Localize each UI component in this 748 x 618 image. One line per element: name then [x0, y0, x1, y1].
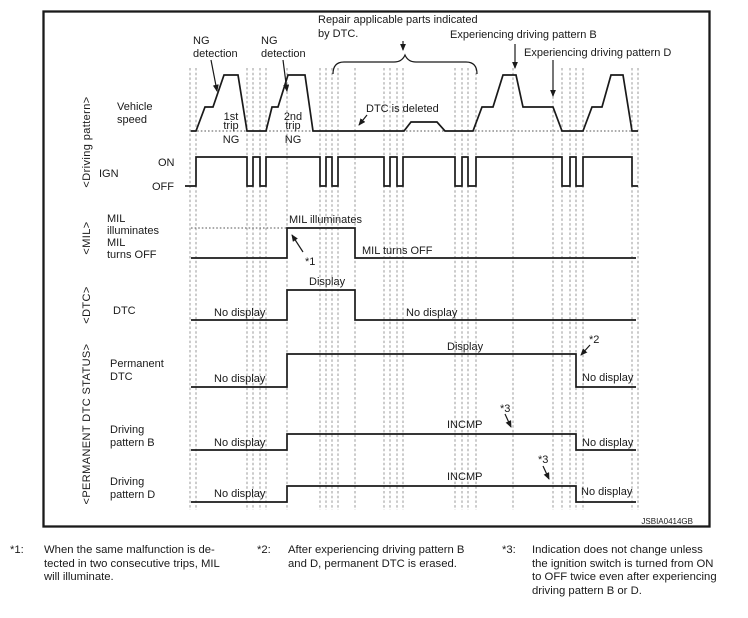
- footnote3-line4: driving pattern B or D.: [532, 584, 642, 597]
- footnote3-line2: the ignition switch is turned from ON: [532, 557, 714, 570]
- pattern-d-trace: [191, 485, 636, 503]
- ign-off-label: OFF: [152, 181, 174, 193]
- mil-label-line4: turns OFF: [107, 249, 157, 261]
- permanent-dtc-no-display-right: No display: [582, 372, 634, 384]
- permanent-dtc-no-display-left: No display: [214, 373, 266, 385]
- trip1-label-line1: 1st: [224, 111, 239, 123]
- pattern-b-incmp-label: INCMP: [447, 419, 482, 431]
- footnote2-text: After experiencing driving pattern B and…: [288, 544, 464, 571]
- pattern-b-label-line1: Driving: [110, 424, 144, 436]
- ref1-label: *1: [305, 256, 315, 268]
- ref3-b-arrow: [504, 413, 512, 428]
- ng1-arrow: [210, 59, 219, 92]
- ng-detection-1-line1: NG: [193, 35, 210, 47]
- footnote3-line1: Indication does not change unless: [532, 544, 703, 556]
- repair-note-line1: Repair applicable parts indicated: [318, 14, 478, 26]
- ref3-d-arrow: [542, 465, 550, 480]
- dtc-deleted-label: DTC is deleted: [366, 103, 439, 115]
- vehicle-speed-label-line2: speed: [117, 114, 147, 126]
- footnote3-label: *3:: [502, 544, 516, 556]
- ref1-arrow: [291, 234, 304, 253]
- ign-trace: [185, 156, 638, 187]
- pattern-d-incmp-label: INCMP: [447, 471, 482, 483]
- diagram-border: [42, 10, 711, 528]
- footnote3-line3: to OFF twice even after experiencing: [532, 571, 717, 583]
- pattern-b-no-display-left: No display: [214, 437, 266, 449]
- mil-label-line3: MIL: [107, 237, 125, 249]
- footnote1-line3: will illuminate.: [44, 571, 114, 583]
- footnote1-line2: tected in two consecutive trips, MIL: [44, 557, 220, 570]
- experiencing-b-label: Experiencing driving pattern B: [450, 29, 597, 41]
- group-mil-label: <MIL>: [81, 221, 93, 254]
- pattern-b-trace: [191, 433, 636, 451]
- mil-turns-off-label: MIL turns OFF: [362, 245, 433, 257]
- ign-on-label: ON: [158, 157, 175, 169]
- timing-diagram: NG detection NG detection Repair applica…: [42, 10, 711, 528]
- ref3-d-label: *3: [538, 454, 548, 466]
- pattern-d-no-display-right: No display: [581, 486, 633, 498]
- mil-trace: [191, 227, 636, 259]
- footnote1-label: *1:: [10, 544, 24, 556]
- dtc-deleted-arrow: [358, 114, 368, 126]
- mil-label-line1: MIL: [107, 213, 125, 225]
- grid-lines: [189, 68, 639, 510]
- footnote3-text: Indication does not change unless the ig…: [532, 544, 717, 598]
- footnote2-label: *2:: [257, 544, 271, 556]
- experiencing-d-label: Experiencing driving pattern D: [524, 47, 671, 59]
- ng-detection-2-line2: detection: [261, 48, 306, 60]
- mil-label-line2: illuminates: [107, 225, 159, 237]
- pattern-d-label-line2: pattern D: [110, 489, 155, 501]
- pattern-b-no-display-right: No display: [582, 437, 634, 449]
- ng-detection-1-line2: detection: [193, 48, 238, 60]
- ref2-label: *2: [589, 334, 599, 346]
- dtc-trace: [191, 289, 636, 321]
- permanent-dtc-label-line1: Permanent: [110, 358, 164, 370]
- ref3-b-label: *3: [500, 403, 510, 415]
- footnote1-line1: When the same malfunction is de-: [44, 544, 215, 556]
- group-permanent-dtc-status-label: <PERMANENT DTC STATUS>: [81, 344, 93, 505]
- ign-label: IGN: [99, 168, 119, 180]
- ng2-arrow: [282, 59, 290, 92]
- pattern-d-no-display-left: No display: [214, 488, 266, 500]
- vehicle-speed-trace: [191, 74, 638, 132]
- footnote2-line1: After experiencing driving pattern B: [288, 544, 465, 556]
- vehicle-speed-label-line1: Vehicle: [117, 101, 152, 113]
- repair-region-brace: [332, 53, 478, 75]
- group-driving-pattern-label: <Driving pattern>: [81, 96, 93, 187]
- dtc-label: DTC: [113, 305, 136, 317]
- mil-illuminates-label: MIL illuminates: [289, 214, 362, 226]
- trip1-label-line2: trip: [223, 120, 238, 132]
- permanent-dtc-display-label: Display: [447, 341, 484, 353]
- trip2-label-line2: trip: [285, 120, 300, 132]
- repair-note-line2: by DTC.: [318, 28, 358, 40]
- ng-detection-2-line1: NG: [261, 35, 278, 47]
- pattern-b-label-line2: pattern B: [110, 437, 155, 449]
- dtc-no-display-left: No display: [214, 307, 266, 319]
- figure-code: JSBIA0414GB: [641, 517, 693, 526]
- dtc-no-display-right: No display: [406, 307, 458, 319]
- trip1-ng-label: NG: [223, 134, 240, 146]
- permanent-dtc-trace: [191, 353, 636, 388]
- pattern-d-label-line1: Driving: [110, 476, 144, 488]
- permanent-dtc-label-line2: DTC: [110, 371, 133, 383]
- footnote1-text: When the same malfunction is de- tected …: [44, 544, 220, 585]
- trip2-ng-label: NG: [285, 134, 302, 146]
- footnote2-line2: and D, permanent DTC is erased.: [288, 557, 457, 570]
- group-dtc-label: <DTC>: [81, 286, 93, 323]
- ref2-arrow: [580, 344, 591, 356]
- dtc-display-label: Display: [309, 276, 346, 288]
- trip2-label-line1: 2nd: [284, 111, 302, 123]
